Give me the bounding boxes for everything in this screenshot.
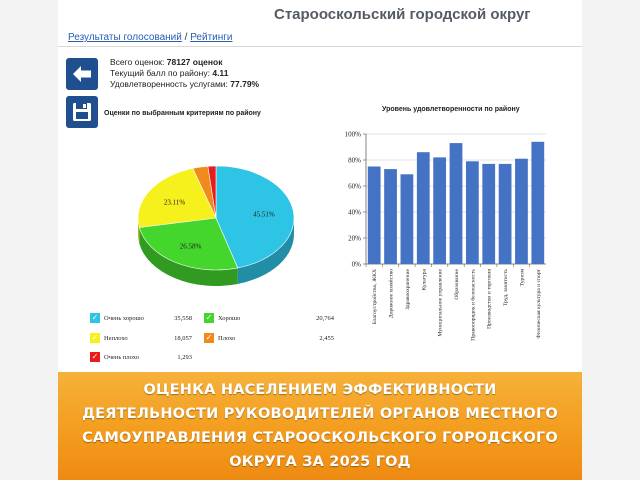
x-tick-label: Правопорядок и безопасность xyxy=(469,269,476,341)
x-tick-label: Культура xyxy=(421,268,427,290)
legend-value: 35,558 xyxy=(174,315,192,322)
stats-satisfaction: Удовлетворенность услугами: 77.79% xyxy=(110,79,260,89)
x-tick-label: Труд, занятость xyxy=(503,269,509,307)
breadcrumb-link-results[interactable]: Результаты голосований xyxy=(68,32,182,43)
check-icon: ✓ xyxy=(204,333,214,343)
stats-total: Всего оценок: 78127 оценок xyxy=(110,57,223,67)
pie-chart: 45.51% 26.58% 23.11% xyxy=(137,165,295,286)
floppy-disk-icon xyxy=(73,103,91,121)
back-button[interactable] xyxy=(66,58,98,90)
pie-slice xyxy=(137,168,217,228)
y-tick-label: 60% xyxy=(348,183,361,191)
stats-block: Всего оценок: 78127 оценок Текущий балл … xyxy=(110,57,259,90)
y-tick-label: 40% xyxy=(348,209,361,217)
bar xyxy=(531,141,545,264)
x-tick-label: Дорожное хозяйство xyxy=(388,269,395,318)
breadcrumb-link-ratings[interactable]: Рейтинги xyxy=(190,32,233,43)
pie-slice xyxy=(207,165,217,219)
divider xyxy=(58,46,582,47)
legend-value: 1,293 xyxy=(177,354,192,361)
x-tick-label: Производство и торговля xyxy=(487,269,493,329)
bar xyxy=(367,166,381,264)
bar xyxy=(433,157,447,264)
breadcrumb-separator: / xyxy=(184,32,188,43)
legend-value: 2,455 xyxy=(319,335,334,342)
legend-label: Плохо xyxy=(218,335,236,342)
arrow-left-icon xyxy=(73,66,91,82)
headline-banner: ОЦЕНКА НАСЕЛЕНИЕМ ЭФФЕКТИВНОСТИ ДЕЯТЕЛЬН… xyxy=(58,372,582,480)
x-tick-label: Благоустройство, ЖКХ xyxy=(371,269,378,324)
pie-side xyxy=(139,227,238,286)
bar xyxy=(449,143,463,264)
bar xyxy=(515,158,528,264)
check-icon: ✓ xyxy=(90,313,100,323)
y-tick-label: 20% xyxy=(348,235,361,243)
x-tick-label: Туризм xyxy=(519,269,525,287)
pie-slice xyxy=(138,217,239,271)
pie-slice xyxy=(215,165,295,269)
banner-line-3: САМОУПРАВЛЕНИЯ СТАРООСКОЛЬСКОГО ГОРОДСКО… xyxy=(82,430,558,446)
y-tick-label: 0% xyxy=(352,261,362,269)
x-tick-label: Здравоохранение xyxy=(405,268,411,309)
check-icon: ✓ xyxy=(204,313,214,323)
legend-value: 20,764 xyxy=(316,315,334,322)
banner-line-2: ДЕЯТЕЛЬНОСТИ РУКОВОДИТЕЛЕЙ ОРГАНОВ МЕСТН… xyxy=(82,406,558,422)
x-tick-label: Муниципальное управление xyxy=(438,268,444,336)
legend-label: Хорошо xyxy=(218,315,241,322)
bar xyxy=(400,174,414,264)
bar-chart: 0% 20% 40% 60% 80% 100% Благоустройство, ЖКХ До… xyxy=(345,131,546,341)
stats-score: Текущий балл по району: 4.11 xyxy=(110,68,229,78)
save-button[interactable] xyxy=(66,96,98,128)
banner-line-1: ОЦЕНКА НАСЕЛЕНИЕМ ЭФФЕКТИВНОСТИ xyxy=(143,382,497,398)
x-tick-label: Физическая культура и спорт xyxy=(536,268,542,338)
pie-data-label: 26.58% xyxy=(180,242,202,250)
page-title: Старооскольский городской округ xyxy=(274,6,531,23)
y-tick-label: 80% xyxy=(348,157,361,165)
check-icon: ✓ xyxy=(90,352,100,362)
legend-label: Очень хорошо xyxy=(104,315,144,322)
pie-data-label: 45.51% xyxy=(253,210,275,218)
check-icon: ✓ xyxy=(90,333,100,343)
legend-value: 18,057 xyxy=(174,335,192,342)
pie-data-label: 23.11% xyxy=(164,198,185,206)
bar xyxy=(482,163,496,264)
pie-side xyxy=(237,218,294,284)
bar xyxy=(384,169,397,264)
legend-label: Очень плохо xyxy=(104,354,139,361)
bar xyxy=(465,161,479,264)
banner-line-4: ОКРУГА ЗА 2025 ГОД xyxy=(229,454,411,470)
legend-label: Неплохо xyxy=(104,335,128,342)
x-tick-label: Образование xyxy=(453,268,460,299)
breadcrumb: Результаты голосований / Рейтинги xyxy=(68,32,233,43)
y-tick-label: 100% xyxy=(345,131,362,139)
pie-chart-title: Оценки по выбранным критериям по району xyxy=(104,110,261,117)
bar xyxy=(416,152,430,264)
bar xyxy=(498,163,512,264)
bar-chart-title: Уровень удовлетворенности по району xyxy=(382,106,520,113)
